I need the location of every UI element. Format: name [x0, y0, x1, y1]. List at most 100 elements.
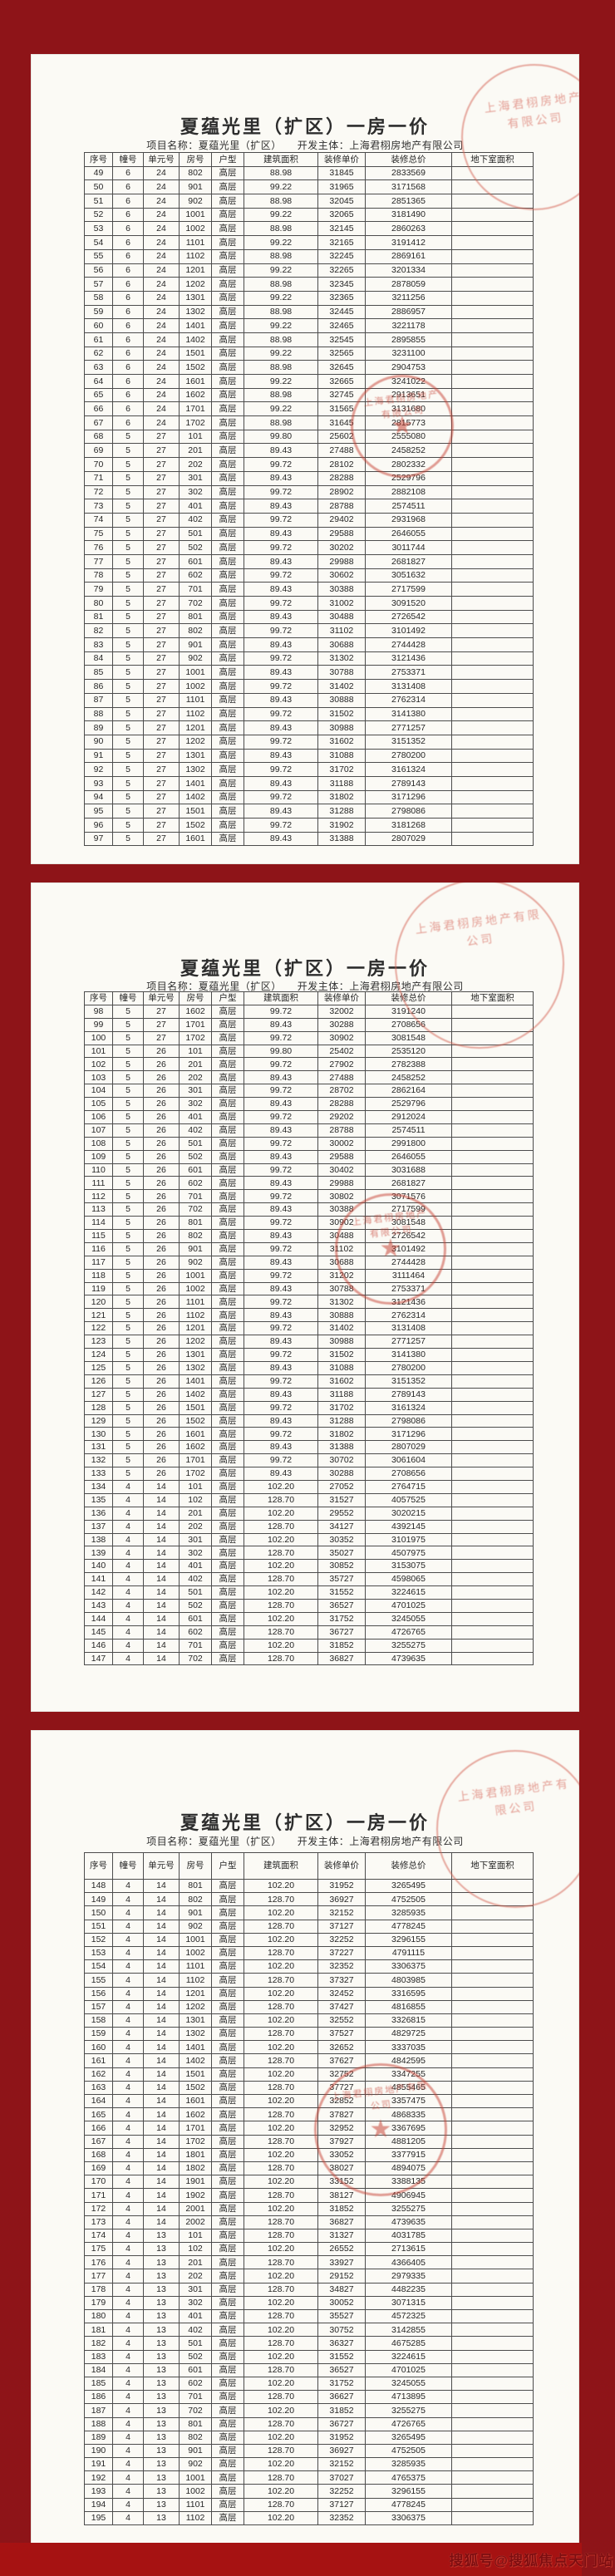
table-cell: 4 — [112, 2510, 144, 2526]
table-cell — [451, 1241, 534, 1256]
table-cell — [451, 470, 534, 486]
table-cell — [451, 1084, 534, 1099]
table-cell: 164 — [84, 2093, 113, 2109]
page-title: 夏蕴光里（扩区）一房一价 — [180, 958, 430, 979]
table-cell: 27 — [143, 470, 180, 486]
table-cell: 99.80 — [244, 1044, 318, 1059]
table-cell: 301 — [179, 1532, 212, 1547]
table-cell: 6 — [112, 360, 144, 375]
table-cell — [451, 679, 534, 694]
table-cell: 1102 — [179, 706, 212, 722]
table-cell: 14 — [143, 2175, 180, 2190]
table-cell: 302 — [179, 1097, 212, 1112]
table-cell: 3151352 — [365, 1374, 452, 1389]
table-cell: 601 — [179, 2362, 212, 2377]
table-cell: 24 — [143, 179, 180, 195]
table-cell: 高层 — [211, 2053, 244, 2068]
table-cell: 25602 — [317, 429, 366, 445]
table-cell: 高层 — [211, 1932, 244, 1947]
table-cell: 24 — [143, 374, 180, 389]
table-cell — [451, 1321, 534, 1336]
table-cell: 1002 — [179, 1281, 212, 1296]
table-cell: 高层 — [211, 1255, 244, 1270]
table-cell: 高层 — [211, 1163, 244, 1177]
table-cell: 27488 — [317, 443, 366, 459]
table-row: 174 4 13 101 高层 128.70 31327 4031785 — [84, 2228, 534, 2244]
table-cell: 158 — [84, 2013, 113, 2028]
table-cell — [451, 1611, 534, 1626]
table-cell: 102.20 — [244, 2484, 318, 2499]
table-cell: 4765375 — [365, 2470, 452, 2485]
table-cell: 50 — [84, 179, 113, 195]
table-cell: 74 — [84, 512, 113, 528]
table-cell: 128.70 — [244, 2497, 318, 2512]
table-cell: 3306375 — [365, 1959, 452, 1974]
table-cell: 135 — [84, 1492, 113, 1507]
table-cell: 4 — [112, 2295, 144, 2311]
table-cell: 29402 — [317, 512, 366, 528]
table-cell: 高层 — [211, 1281, 244, 1296]
table-cell: 14 — [143, 1919, 180, 1934]
column-header: 单元号 — [143, 152, 180, 167]
table-row: 142 4 14 501 高层 102.20 31552 3224615 — [84, 1585, 534, 1600]
table-cell — [451, 1625, 534, 1639]
project-subtitle: 项目名称：夏蕴光里（扩区） 开发主体：上海君栩房地产有限公司 — [146, 1836, 464, 1847]
table-row: 161 4 14 1402 高层 128.70 37627 4842595 — [84, 2053, 534, 2068]
table-cell: 2833569 — [365, 165, 452, 181]
table-cell: 102.20 — [244, 1611, 318, 1626]
table-cell: 89.43 — [244, 804, 318, 819]
table-cell: 26 — [143, 1400, 180, 1415]
table-cell: 24 — [143, 290, 180, 306]
table-cell: 4 — [112, 2121, 144, 2136]
table-row: 189 4 13 802 高层 102.20 31952 3265495 — [84, 2430, 534, 2445]
table-cell: 高层 — [211, 1229, 244, 1243]
table-cell: 89.43 — [244, 1097, 318, 1112]
table-cell: 27 — [143, 582, 180, 597]
table-cell: 601 — [179, 553, 212, 569]
table-cell: 高层 — [211, 623, 244, 639]
table-cell: 99.72 — [244, 596, 318, 611]
table-cell: 高层 — [211, 401, 244, 417]
table-cell: 高层 — [211, 290, 244, 306]
table-row: 120 5 26 1101 高层 99.72 31302 3121436 — [84, 1295, 534, 1310]
table-cell: 高层 — [211, 1176, 244, 1191]
table-cell: 88.98 — [244, 387, 318, 403]
table-cell: 30288 — [317, 1017, 366, 1032]
table-cell: 172 — [84, 2201, 113, 2216]
table-cell: 27 — [143, 818, 180, 833]
table-cell: 13 — [143, 2349, 180, 2364]
column-header: 房号 — [179, 991, 212, 1005]
table-cell: 128.70 — [244, 1945, 318, 1961]
column-header: 装修单价 — [317, 1852, 366, 1880]
table-cell: 14 — [143, 2013, 180, 2028]
table-row: 119 5 26 1002 高层 89.43 30788 2753371 — [84, 1281, 534, 1296]
table-cell: 102.20 — [244, 1878, 318, 1894]
table-cell: 1402 — [179, 2053, 212, 2068]
table-cell: 高层 — [211, 734, 244, 750]
table-cell: 70 — [84, 457, 113, 472]
table-cell: 4803985 — [365, 1973, 452, 1988]
table-cell: 75 — [84, 526, 113, 542]
table-cell: 171 — [84, 2188, 113, 2203]
table-cell: 4 — [112, 1479, 144, 1494]
table-cell: 3161324 — [365, 762, 452, 777]
table-cell: 32745 — [317, 387, 366, 403]
table-cell: 32145 — [317, 221, 366, 237]
table-cell: 31088 — [317, 1360, 366, 1375]
table-cell: 2744428 — [365, 637, 452, 652]
table-cell — [451, 2175, 534, 2190]
table-cell: 14 — [143, 1986, 180, 2001]
table-cell: 102.20 — [244, 2269, 318, 2283]
table-cell: 4 — [112, 2336, 144, 2351]
table-cell — [451, 720, 534, 735]
table-cell: 102.20 — [244, 2201, 318, 2216]
table-cell — [451, 1440, 534, 1455]
table-cell: 1202 — [179, 1335, 212, 1349]
table-cell: 4829725 — [365, 2027, 452, 2042]
table-cell: 3241022 — [365, 374, 452, 389]
table-cell: 30788 — [317, 665, 366, 681]
table-cell: 高层 — [211, 1004, 244, 1019]
table-cell: 6 — [112, 374, 144, 389]
table-cell: 高层 — [211, 1559, 244, 1574]
